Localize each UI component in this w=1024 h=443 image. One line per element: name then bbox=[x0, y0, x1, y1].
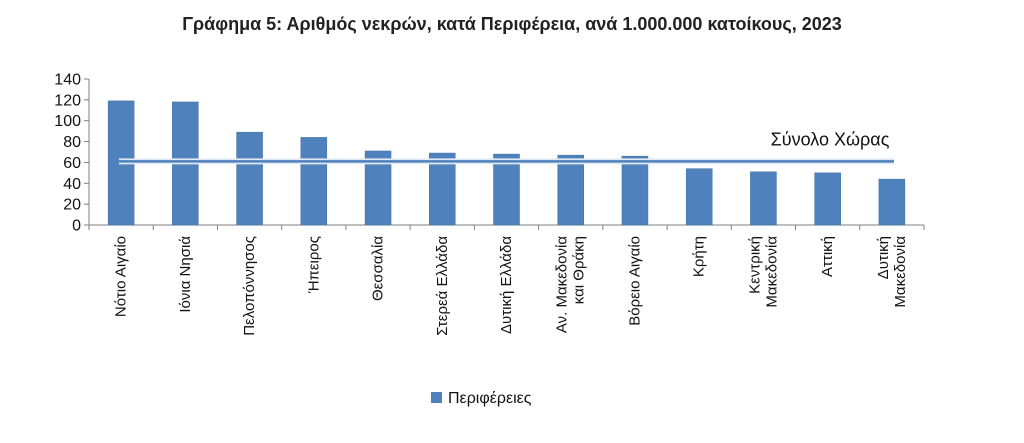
x-tick-label: Βόρειο Αιγαίο bbox=[626, 236, 643, 326]
y-tick-label: 100 bbox=[54, 113, 81, 130]
chart-title: Γράφημα 5: Αριθμός νεκρών, κατά Περιφέρε… bbox=[182, 14, 842, 34]
y-tick-label: 120 bbox=[54, 92, 81, 109]
bar bbox=[750, 171, 777, 226]
bar bbox=[300, 137, 328, 226]
legend-label: Περιφέρειες bbox=[448, 390, 532, 407]
reference-line-label: Σύνολο Χώρας bbox=[771, 129, 890, 149]
x-tick-label: Δυτική bbox=[875, 236, 892, 279]
y-tick-label: 80 bbox=[63, 134, 81, 151]
bar bbox=[236, 131, 263, 226]
x-tick-label: Μακεδονία bbox=[763, 236, 780, 308]
x-tick-label: Στερεά Ελλάδα bbox=[434, 236, 451, 336]
y-tick-label: 40 bbox=[63, 176, 81, 193]
bar bbox=[685, 168, 713, 226]
y-tick-label: 0 bbox=[72, 218, 81, 235]
bar bbox=[814, 172, 841, 226]
legend-swatch bbox=[431, 392, 442, 403]
x-tick-label: Μακεδονία bbox=[892, 236, 909, 308]
x-tick-label: Αν. Μακεδονία bbox=[554, 236, 571, 333]
y-tick-label: 60 bbox=[63, 155, 81, 172]
x-tick-label: Θεσσαλία bbox=[370, 236, 387, 301]
x-tick-label: Ήπειρος bbox=[305, 236, 322, 294]
bar bbox=[557, 154, 584, 226]
bar bbox=[621, 155, 649, 226]
x-tick-label: Ιόνια Νησιά bbox=[177, 236, 194, 313]
x-tick-label: Δυτική Ελλάδα bbox=[498, 236, 515, 334]
x-tick-label: Κρήτη bbox=[691, 236, 708, 277]
y-tick-label: 140 bbox=[54, 72, 81, 89]
y-tick-label: 20 bbox=[63, 197, 81, 214]
bar bbox=[493, 153, 520, 226]
bar bbox=[878, 178, 906, 226]
x-tick-label: Νότιο Αιγαίο bbox=[113, 236, 130, 317]
x-tick-label: Κεντρική bbox=[746, 236, 763, 294]
x-tick-label: και Θράκη bbox=[571, 236, 588, 304]
x-tick-label: Αττική bbox=[819, 236, 836, 277]
x-tick-label: Πελοπόννησος bbox=[241, 236, 258, 336]
bar bbox=[429, 152, 456, 226]
